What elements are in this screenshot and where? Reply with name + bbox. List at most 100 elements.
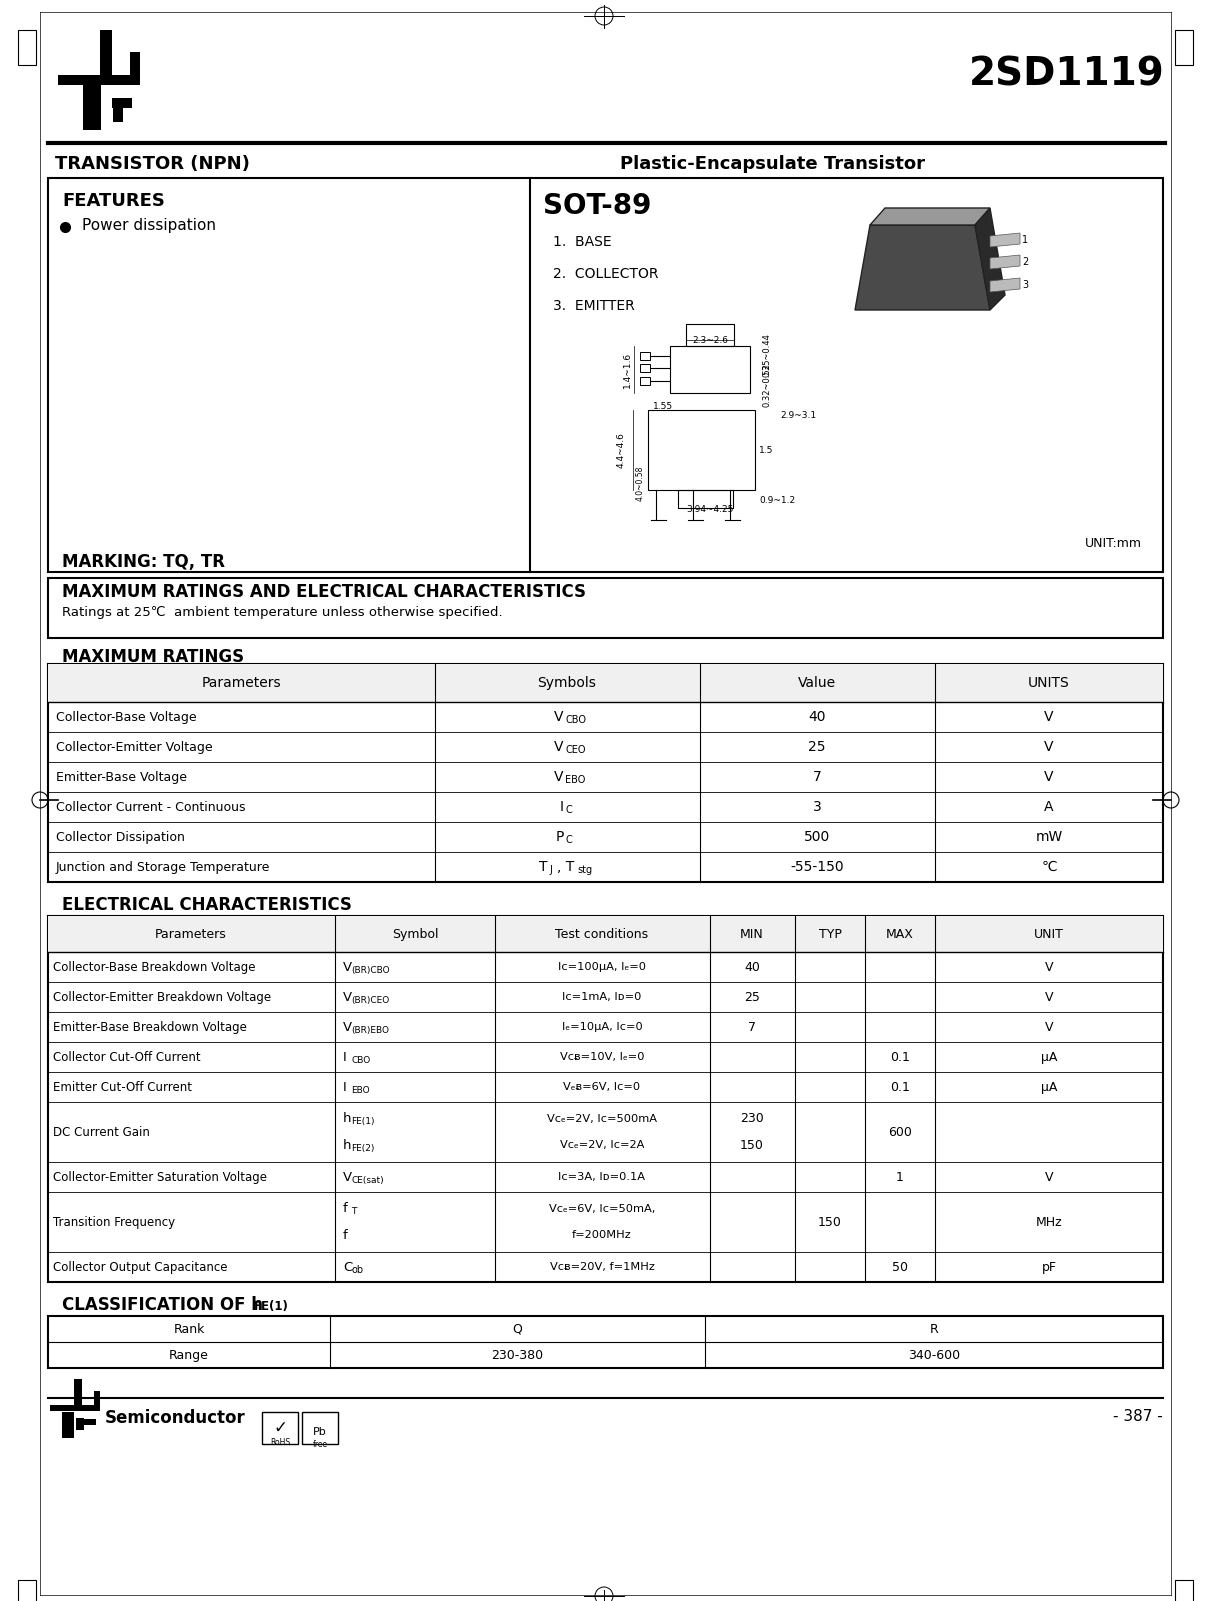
- Text: CBO: CBO: [566, 716, 586, 725]
- Bar: [50, 1406, 88, 1410]
- Bar: [48, 664, 1163, 701]
- Text: Vᴄₑ=2V, Iᴄ=500mA: Vᴄₑ=2V, Iᴄ=500mA: [547, 1114, 658, 1124]
- Text: V: V: [1044, 770, 1054, 784]
- Bar: [639, 363, 650, 371]
- Text: CEO: CEO: [566, 744, 585, 756]
- Text: 7: 7: [813, 770, 821, 784]
- Text: 230-380: 230-380: [490, 1348, 543, 1361]
- Text: V: V: [1045, 1020, 1054, 1034]
- Text: R: R: [930, 1322, 939, 1335]
- Text: Collector-Base Breakdown Voltage: Collector-Base Breakdown Voltage: [53, 961, 256, 973]
- Text: 1.  BASE: 1. BASE: [553, 235, 612, 250]
- Text: Symbol: Symbol: [391, 927, 438, 940]
- Text: 40: 40: [744, 961, 761, 973]
- Text: Vᴄᴃ=20V, f=1MHz: Vᴄᴃ=20V, f=1MHz: [550, 1262, 654, 1273]
- Text: Parameters: Parameters: [201, 676, 281, 690]
- Text: DC Current Gain: DC Current Gain: [53, 1126, 150, 1138]
- Bar: [1175, 30, 1193, 66]
- Text: 150: 150: [740, 1138, 764, 1151]
- Text: Junction and Storage Temperature: Junction and Storage Temperature: [56, 860, 270, 874]
- Text: ✓: ✓: [272, 1418, 287, 1438]
- Bar: [1175, 1580, 1193, 1601]
- Text: Plastic-Encapsulate Transistor: Plastic-Encapsulate Transistor: [620, 155, 925, 173]
- Bar: [648, 410, 754, 490]
- Text: Test conditions: Test conditions: [556, 927, 649, 940]
- Text: μA: μA: [1040, 1081, 1057, 1093]
- Bar: [262, 1412, 298, 1444]
- Bar: [48, 916, 1163, 953]
- Text: 340-600: 340-600: [908, 1348, 960, 1361]
- Text: V: V: [553, 740, 563, 754]
- Text: C: C: [343, 1260, 352, 1273]
- Bar: [670, 346, 750, 392]
- Text: (BR)CEO: (BR)CEO: [351, 996, 389, 1004]
- Text: A: A: [1044, 800, 1054, 813]
- Text: MAXIMUM RATINGS AND ELECTRICAL CHARACTERISTICS: MAXIMUM RATINGS AND ELECTRICAL CHARACTER…: [62, 583, 586, 600]
- Text: Vᴄₑ=2V, Iᴄ=2A: Vᴄₑ=2V, Iᴄ=2A: [559, 1140, 644, 1150]
- Text: - 387 -: - 387 -: [1113, 1409, 1163, 1423]
- Text: UNIT:mm: UNIT:mm: [1085, 536, 1142, 551]
- Text: V: V: [553, 709, 563, 724]
- Bar: [111, 98, 132, 107]
- Text: CE(sat): CE(sat): [351, 1175, 384, 1185]
- Text: f: f: [343, 1228, 348, 1242]
- Text: CLASSIFICATION OF h: CLASSIFICATION OF h: [62, 1295, 263, 1314]
- Bar: [639, 376, 650, 384]
- Text: Emitter-Base Breakdown Voltage: Emitter-Base Breakdown Voltage: [53, 1020, 247, 1034]
- Text: 2.3~2.6: 2.3~2.6: [691, 336, 728, 344]
- Text: V: V: [553, 770, 563, 784]
- Bar: [18, 1580, 36, 1601]
- Text: 0.35~0.44: 0.35~0.44: [762, 333, 771, 376]
- Text: , T: , T: [557, 860, 574, 874]
- Polygon shape: [975, 208, 1005, 311]
- Text: Iᴄ=1mA, Iᴅ=0: Iᴄ=1mA, Iᴅ=0: [562, 993, 642, 1002]
- Polygon shape: [869, 208, 991, 226]
- Text: V: V: [343, 1020, 352, 1034]
- Bar: [94, 1391, 101, 1410]
- Text: 3: 3: [813, 800, 821, 813]
- Text: 1.5: 1.5: [759, 445, 774, 455]
- Bar: [48, 1316, 1163, 1367]
- Text: V: V: [1045, 1170, 1054, 1183]
- Text: 600: 600: [888, 1126, 912, 1138]
- Text: pF: pF: [1041, 1260, 1056, 1273]
- Bar: [678, 490, 733, 508]
- Text: UNIT: UNIT: [1034, 927, 1064, 940]
- Text: 2: 2: [1022, 258, 1028, 267]
- Text: Value: Value: [798, 676, 836, 690]
- Text: Collector Current - Continuous: Collector Current - Continuous: [56, 800, 246, 813]
- Bar: [82, 1418, 96, 1425]
- Polygon shape: [991, 234, 1020, 247]
- Text: 3: 3: [1022, 280, 1028, 290]
- Polygon shape: [855, 226, 991, 311]
- Bar: [685, 323, 734, 346]
- Text: Vᴄₑ=6V, Iᴄ=50mA,: Vᴄₑ=6V, Iᴄ=50mA,: [549, 1204, 655, 1214]
- Text: 230: 230: [740, 1113, 764, 1126]
- Polygon shape: [991, 279, 1020, 291]
- Text: Collector-Emitter Breakdown Voltage: Collector-Emitter Breakdown Voltage: [53, 991, 271, 1004]
- Bar: [62, 1412, 74, 1438]
- Text: Emitter Cut-Off Current: Emitter Cut-Off Current: [53, 1081, 193, 1093]
- Bar: [302, 1412, 338, 1444]
- Text: I: I: [343, 1081, 346, 1093]
- Text: C: C: [566, 805, 573, 815]
- Text: EBO: EBO: [566, 775, 585, 784]
- Text: 1: 1: [1022, 235, 1028, 245]
- Text: V: V: [343, 961, 352, 973]
- Text: UNITS: UNITS: [1028, 676, 1069, 690]
- Text: P: P: [556, 829, 564, 844]
- Text: 2.  COLLECTOR: 2. COLLECTOR: [553, 267, 659, 282]
- Text: Collector Dissipation: Collector Dissipation: [56, 831, 185, 844]
- Text: 4.4~4.6: 4.4~4.6: [616, 432, 626, 467]
- Bar: [130, 51, 140, 85]
- Text: I: I: [343, 1050, 346, 1063]
- Text: μA: μA: [1040, 1050, 1057, 1063]
- Bar: [74, 1378, 82, 1410]
- Text: 0.32~0.52: 0.32~0.52: [762, 363, 771, 407]
- Text: C: C: [566, 836, 573, 845]
- Text: FE(2): FE(2): [351, 1143, 374, 1153]
- Text: MHz: MHz: [1035, 1215, 1062, 1228]
- Text: MARKING: TQ, TR: MARKING: TQ, TR: [62, 552, 225, 572]
- Text: Rank: Rank: [173, 1322, 205, 1335]
- Text: FEATURES: FEATURES: [62, 192, 165, 210]
